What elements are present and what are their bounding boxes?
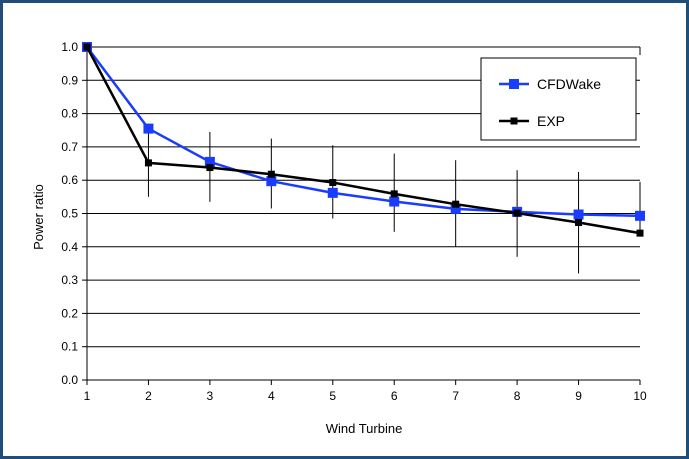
x-tick-label: 6 [391,389,398,403]
data-point-cfdwake [389,196,400,207]
x-tick-label: 5 [329,389,336,403]
y-tick-label: 0.0 [61,373,78,387]
x-tick-label: 1 [84,389,91,403]
data-point-exp [329,179,337,187]
axes [82,46,641,385]
data-point-cfdwake [635,210,645,221]
x-tick-label: 3 [207,389,214,403]
data-point-cfdwake [143,123,154,134]
y-tick-label: 1.0 [61,40,78,54]
data-point-exp [206,164,214,172]
x-tick-label: 7 [452,389,459,403]
y-tick-label: 0.2 [61,306,78,320]
data-point-exp [636,229,644,237]
tick-labels: 0.0 0.1 0.2 0.3 0.4 0.5 0.6 0.7 0.8 0.9 1.0 1 2 3 4 5 6 7… [61,40,647,403]
legend: CFDWake EXP [480,57,637,141]
y-tick-label: 0.3 [61,273,78,287]
data-point-exp [267,170,275,178]
data-point-exp [452,200,460,208]
data-point-exp [513,209,521,217]
grid-lines [87,46,640,348]
series-line-cfdwake [86,46,641,218]
line-chart: 0.0 0.1 0.2 0.3 0.4 0.5 0.6 0.7 0.8 0.9 1.0 1 2 3 4 5 6 7… [31,40,647,436]
data-point-exp [144,159,152,167]
x-tick-label: 9 [575,389,582,403]
data-point-cfdwake [573,209,584,220]
data-point-exp [575,218,583,226]
data-point-cfdwake [204,156,215,167]
y-tick-label: 0.9 [61,73,78,87]
x-tick-label: 8 [514,389,521,403]
x-tick-label: 4 [268,389,275,403]
legend-swatch-marker [509,79,519,89]
legend-box [480,57,637,141]
y-tick-label: 0.7 [61,140,78,154]
y-tick-label: 0.5 [61,207,78,221]
x-axis-label: Wind Turbine [326,421,403,436]
y-tick-label: 0.1 [61,340,78,354]
x-tick-label: 2 [145,389,152,403]
y-axis-label: Power ratio [31,184,46,250]
y-tick-label: 0.6 [61,173,78,187]
y-tick-label: 0.4 [61,240,78,254]
data-point-cfdwake [450,203,461,214]
legend-label: EXP [537,113,565,129]
legend-swatch-marker [510,117,518,125]
x-tick-label: 10 [633,389,647,403]
series [82,42,645,237]
y-tick-label: 0.8 [61,107,78,121]
data-point-cfdwake [266,176,277,187]
series-line-exp [85,46,641,235]
data-point-exp [390,190,398,198]
legend-label: CFDWake [537,76,601,92]
data-point-exp [83,43,91,51]
data-point-cfdwake [327,187,338,198]
